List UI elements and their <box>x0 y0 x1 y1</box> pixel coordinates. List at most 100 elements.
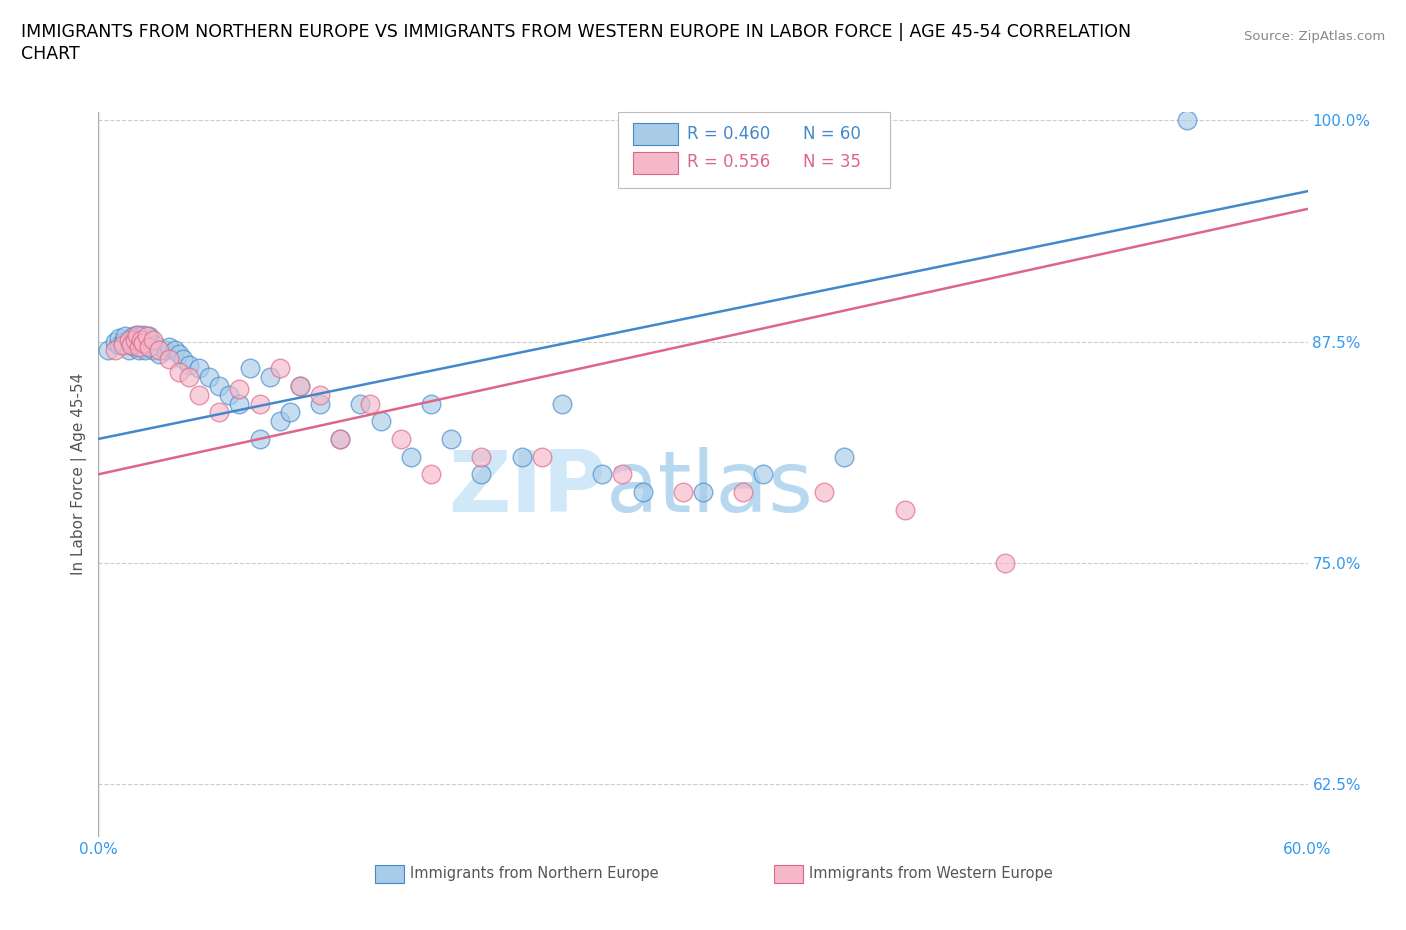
FancyBboxPatch shape <box>375 865 405 883</box>
Point <box>138 334 160 349</box>
Point <box>309 396 332 411</box>
Text: Immigrants from Western Europe: Immigrants from Western Europe <box>810 867 1053 882</box>
Point <box>124 332 146 347</box>
Point <box>329 432 352 446</box>
Point <box>111 338 134 352</box>
FancyBboxPatch shape <box>633 153 678 174</box>
Point <box>107 331 129 346</box>
Point <box>329 432 352 446</box>
Point <box>218 387 240 402</box>
Point <box>124 339 146 354</box>
Text: R = 0.556: R = 0.556 <box>688 153 770 171</box>
Point <box>470 467 492 482</box>
Point <box>138 339 160 354</box>
Point <box>360 396 382 411</box>
Point <box>114 329 136 344</box>
Point <box>128 343 150 358</box>
Point <box>167 347 190 362</box>
Point <box>124 332 146 347</box>
Point <box>752 467 775 482</box>
Point <box>470 449 492 464</box>
Point <box>134 343 156 358</box>
Point <box>208 405 231 419</box>
Point <box>172 352 194 366</box>
Point <box>142 332 165 347</box>
Point <box>118 343 141 358</box>
Point <box>132 336 155 351</box>
Point <box>118 334 141 349</box>
Point <box>157 339 180 354</box>
Point <box>239 361 262 376</box>
Point <box>128 339 150 354</box>
Point <box>309 387 332 402</box>
Point <box>1175 113 1198 128</box>
Point <box>103 343 125 358</box>
Point <box>994 555 1017 570</box>
Point <box>420 396 443 411</box>
Point <box>118 332 141 347</box>
Text: R = 0.460: R = 0.460 <box>688 126 770 143</box>
Point <box>129 332 152 347</box>
Point <box>111 334 134 349</box>
Point <box>163 343 186 358</box>
Point <box>143 338 166 352</box>
Point <box>269 414 291 429</box>
Point <box>813 485 835 499</box>
Text: atlas: atlas <box>606 447 814 530</box>
Point <box>128 336 150 351</box>
Point <box>672 485 695 499</box>
Point <box>188 387 211 402</box>
Point <box>269 361 291 376</box>
Point <box>125 327 148 342</box>
Point <box>107 338 129 352</box>
FancyBboxPatch shape <box>619 112 890 188</box>
Point <box>249 396 271 411</box>
Point <box>135 329 157 344</box>
Point <box>153 343 176 358</box>
Point <box>198 369 221 384</box>
Point <box>208 379 231 393</box>
Point <box>148 343 170 358</box>
Point <box>249 432 271 446</box>
Point <box>510 449 533 464</box>
Point <box>228 396 250 411</box>
Text: N = 35: N = 35 <box>803 153 862 171</box>
Point <box>120 338 142 352</box>
Point <box>631 485 654 499</box>
Point <box>97 343 120 358</box>
Point <box>349 396 371 411</box>
Point <box>138 329 160 344</box>
FancyBboxPatch shape <box>775 865 803 883</box>
Point <box>179 357 201 372</box>
Point <box>167 365 190 379</box>
Point <box>125 327 148 342</box>
Point <box>228 382 250 397</box>
Point <box>259 369 281 384</box>
Point <box>440 432 463 446</box>
Point <box>129 339 152 354</box>
Text: IMMIGRANTS FROM NORTHERN EUROPE VS IMMIGRANTS FROM WESTERN EUROPE IN LABOR FORCE: IMMIGRANTS FROM NORTHERN EUROPE VS IMMIG… <box>21 23 1132 41</box>
Point <box>733 485 755 499</box>
Point <box>121 329 143 344</box>
Point <box>530 449 553 464</box>
Point <box>612 467 634 482</box>
Point <box>129 332 152 347</box>
Point <box>278 405 301 419</box>
Text: ZIP: ZIP <box>449 447 606 530</box>
Point <box>148 347 170 362</box>
Point <box>288 379 311 393</box>
Point <box>420 467 443 482</box>
Point <box>893 502 915 517</box>
Text: Source: ZipAtlas.com: Source: ZipAtlas.com <box>1244 30 1385 43</box>
Point <box>132 327 155 342</box>
Point <box>551 396 574 411</box>
Point <box>188 361 211 376</box>
Text: N = 60: N = 60 <box>803 126 862 143</box>
Point <box>120 338 142 352</box>
Point <box>157 352 180 366</box>
Point <box>389 432 412 446</box>
Point <box>135 338 157 352</box>
Point <box>288 379 311 393</box>
Text: CHART: CHART <box>21 45 80 62</box>
Point <box>179 369 201 384</box>
